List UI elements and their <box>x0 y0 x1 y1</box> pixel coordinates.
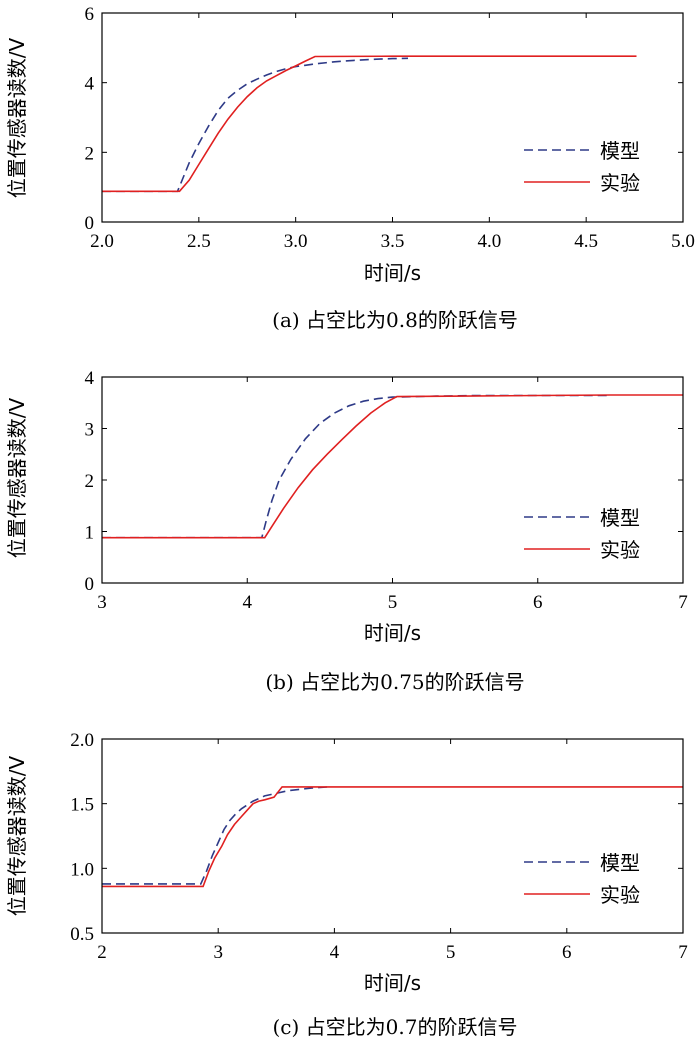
series-line-2-1 <box>102 786 683 888</box>
legend-label: 模型 <box>600 851 640 875</box>
y-tick-label: 1.0 <box>70 859 94 880</box>
x-axis-label: 时间/s <box>364 621 421 645</box>
x-tick-label: 3.5 <box>381 231 405 252</box>
x-tick-label: 5 <box>388 592 398 613</box>
y-tick-label: 0.5 <box>70 924 94 945</box>
chart-caption: (c) 占空比为0.7的阶跃信号 <box>273 1015 518 1039</box>
chart-panel-1: 3 4 5 6 7 0 1 2 3 4 时间/s 位置传感器读数/V (b) 占空比为0.75的阶跃信号… <box>5 368 688 694</box>
x-tick-label: 2.5 <box>187 231 211 252</box>
series-line-0-0 <box>102 57 409 193</box>
x-axis-label: 时间/s <box>364 971 421 995</box>
y-tick-label: 4 <box>85 74 95 95</box>
x-tick-label: 5.0 <box>671 231 695 252</box>
chart-panel-2: 2 3 4 5 6 7 0.5 1.0 1.5 2.0 时间/s 位置传感器读数/V (c) 占空比为0… <box>5 730 688 1039</box>
x-tick-label: 7 <box>678 592 688 613</box>
plot-frame <box>101 376 684 584</box>
y-axis-label: 位置传感器读数/V <box>5 37 29 198</box>
chart-panel-0: 2.0 2.5 3.0 3.5 4.0 4.5 5.0 0 2 4 6 时间/s 位置传感器读数/V (a… <box>5 4 695 332</box>
y-axis-label: 位置传感器读数/V <box>5 755 29 916</box>
legend-label: 模型 <box>600 506 640 530</box>
x-tick-label: 4 <box>330 942 340 963</box>
x-tick-label: 7 <box>678 942 688 963</box>
legend-label: 模型 <box>600 139 640 163</box>
x-tick-label: 2.0 <box>90 231 114 252</box>
y-axis-label: 位置传感器读数/V <box>5 397 29 558</box>
y-tick-label: 0 <box>85 574 95 595</box>
x-tick-label: 3 <box>213 942 223 963</box>
plot-frame <box>101 12 684 223</box>
x-tick-label: 4.5 <box>574 231 598 252</box>
x-tick-label: 4 <box>243 592 253 613</box>
series-line-0-1 <box>102 55 637 193</box>
x-tick-label: 4.0 <box>477 231 501 252</box>
x-axis-label: 时间/s <box>364 261 421 285</box>
x-tick-label: 6 <box>562 942 572 963</box>
y-tick-label: 2 <box>85 143 95 164</box>
y-tick-label: 2 <box>85 471 95 492</box>
x-tick-label: 6 <box>533 592 543 613</box>
x-tick-label: 5 <box>446 942 456 963</box>
x-tick-label: 2 <box>97 942 107 963</box>
series-line-1-0 <box>102 394 611 539</box>
y-tick-label: 0 <box>85 213 95 234</box>
chart-caption: (b) 占空比为0.75的阶跃信号 <box>265 670 524 694</box>
legend-label: 实验 <box>600 538 640 562</box>
y-tick-label: 2.0 <box>70 730 94 751</box>
y-tick-label: 1 <box>85 523 95 544</box>
legend-label: 实验 <box>600 171 640 195</box>
series-line-2-0 <box>102 786 329 885</box>
series-line-1-1 <box>102 394 683 539</box>
plot-frame <box>101 738 684 934</box>
chart-caption: (a) 占空比为0.8的阶跃信号 <box>272 308 518 332</box>
y-tick-label: 3 <box>85 420 95 441</box>
legend-label: 实验 <box>600 883 640 907</box>
x-tick-label: 3.0 <box>284 231 308 252</box>
y-tick-label: 1.5 <box>70 795 94 816</box>
y-tick-label: 4 <box>85 368 95 389</box>
x-tick-label: 3 <box>97 592 107 613</box>
y-tick-label: 6 <box>85 4 95 25</box>
